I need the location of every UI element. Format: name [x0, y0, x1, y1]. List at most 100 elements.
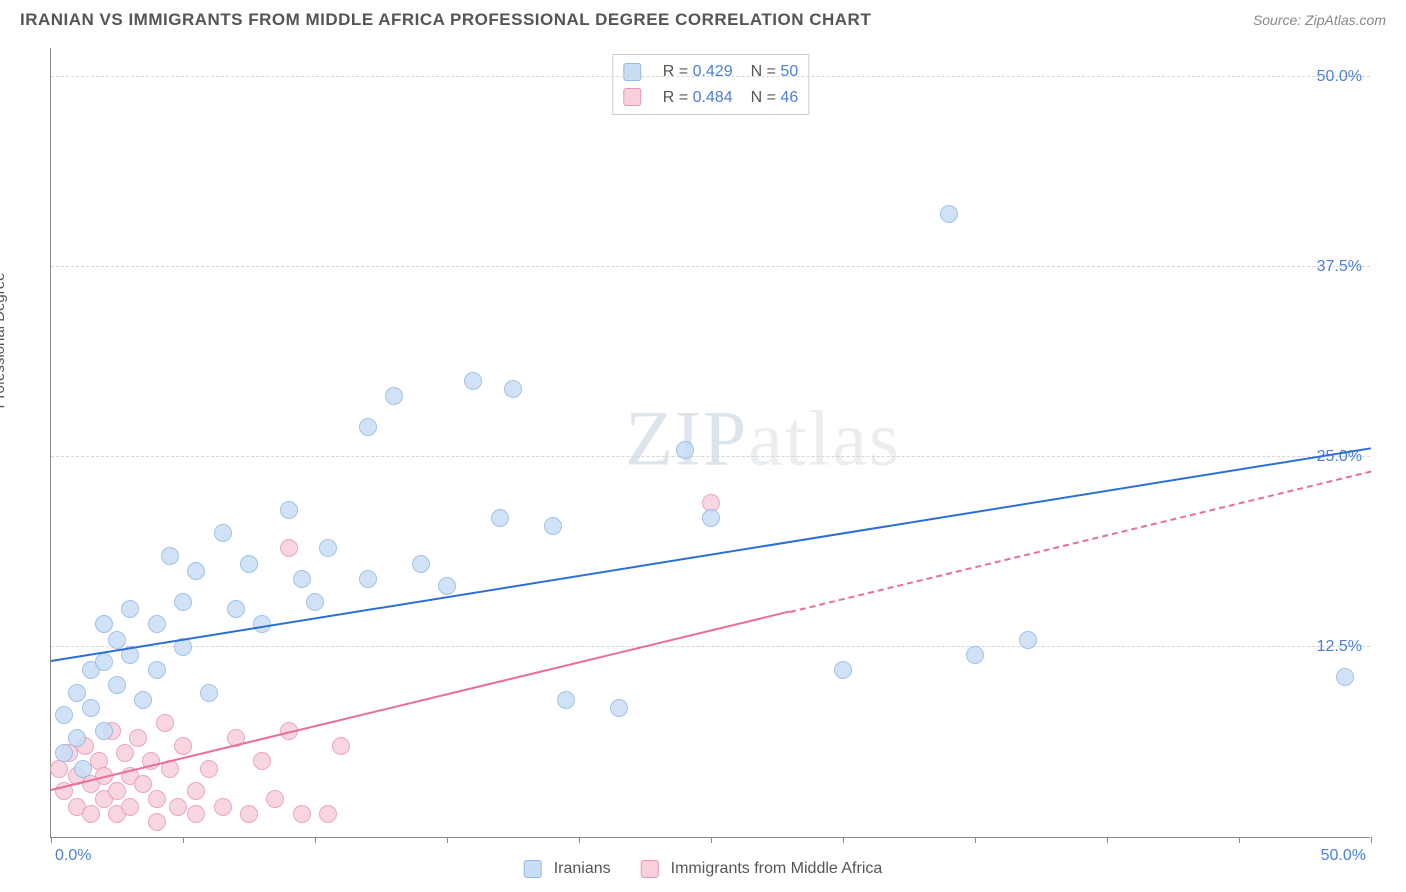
data-point [68, 684, 86, 702]
data-point [121, 798, 139, 816]
swatch-series-a [623, 63, 641, 81]
data-point [95, 653, 113, 671]
y-tick-label: 12.5% [1317, 638, 1362, 656]
data-point [280, 539, 298, 557]
data-point [253, 752, 271, 770]
data-point [68, 729, 86, 747]
data-point [240, 805, 258, 823]
data-point [129, 729, 147, 747]
x-tick [579, 837, 580, 843]
data-point [227, 600, 245, 618]
x-tick [1371, 837, 1372, 843]
data-point [438, 577, 456, 595]
data-point [134, 691, 152, 709]
data-point [280, 501, 298, 519]
data-point [108, 631, 126, 649]
scatter-plot: ZIPatlas R = 0.429 N = 50 R = 0.484 N = … [50, 48, 1370, 838]
title-bar: IRANIAN VS IMMIGRANTS FROM MIDDLE AFRICA… [20, 10, 1386, 30]
data-point [610, 699, 628, 717]
gridline [51, 76, 1370, 77]
data-point [55, 706, 73, 724]
data-point [174, 593, 192, 611]
data-point [1019, 631, 1037, 649]
legend-label-b: Immigrants from Middle Africa [671, 860, 883, 878]
data-point [148, 661, 166, 679]
x-tick [843, 837, 844, 843]
data-point [82, 699, 100, 717]
gridline [51, 456, 1370, 457]
x-axis-min-label: 0.0% [55, 847, 91, 865]
x-tick [183, 837, 184, 843]
x-tick [1239, 837, 1240, 843]
data-point [464, 372, 482, 390]
data-point [95, 615, 113, 633]
data-point [332, 737, 350, 755]
data-point [359, 418, 377, 436]
data-point [200, 684, 218, 702]
correlation-legend: R = 0.429 N = 50 R = 0.484 N = 46 [612, 54, 809, 115]
x-tick [711, 837, 712, 843]
data-point [148, 790, 166, 808]
data-point [116, 744, 134, 762]
data-point [491, 509, 509, 527]
legend-item-a: Iranians [524, 860, 611, 878]
data-point [504, 380, 522, 398]
data-point [214, 798, 232, 816]
swatch-series-a-icon [524, 860, 542, 878]
gridline [51, 266, 1370, 267]
legend-item-b: Immigrants from Middle Africa [641, 860, 883, 878]
data-point [74, 760, 92, 778]
data-point [148, 615, 166, 633]
data-point [82, 805, 100, 823]
gridline [51, 646, 1370, 647]
x-tick [447, 837, 448, 843]
data-point [940, 205, 958, 223]
data-point [55, 744, 73, 762]
data-point [702, 509, 720, 527]
data-point [148, 813, 166, 831]
data-point [187, 782, 205, 800]
data-point [214, 524, 232, 542]
data-point [200, 760, 218, 778]
trend-line [790, 470, 1371, 612]
x-tick [51, 837, 52, 843]
source-label: Source: ZipAtlas.com [1253, 12, 1386, 28]
legend-row-a: R = 0.429 N = 50 [623, 59, 798, 85]
swatch-series-b-icon [641, 860, 659, 878]
data-point [319, 805, 337, 823]
legend-label-a: Iranians [554, 860, 611, 878]
x-axis-max-label: 50.0% [1321, 847, 1366, 865]
watermark: ZIPatlas [625, 393, 901, 483]
data-point [108, 676, 126, 694]
x-tick [315, 837, 316, 843]
data-point [385, 387, 403, 405]
data-point [834, 661, 852, 679]
data-point [169, 798, 187, 816]
data-point [676, 441, 694, 459]
data-point [306, 593, 324, 611]
x-tick [1107, 837, 1108, 843]
data-point [161, 547, 179, 565]
data-point [108, 782, 126, 800]
data-point [121, 600, 139, 618]
data-point [156, 714, 174, 732]
data-point [966, 646, 984, 664]
data-point [1336, 668, 1354, 686]
data-point [319, 539, 337, 557]
chart-title: IRANIAN VS IMMIGRANTS FROM MIDDLE AFRICA… [20, 10, 871, 30]
legend-row-b: R = 0.484 N = 46 [623, 85, 798, 111]
y-tick-label: 50.0% [1317, 68, 1362, 86]
data-point [266, 790, 284, 808]
data-point [187, 805, 205, 823]
data-point [544, 517, 562, 535]
data-point [293, 570, 311, 588]
data-point [187, 562, 205, 580]
data-point [293, 805, 311, 823]
data-point [240, 555, 258, 573]
data-point [412, 555, 430, 573]
data-point [134, 775, 152, 793]
swatch-series-b [623, 88, 641, 106]
y-tick-label: 37.5% [1317, 258, 1362, 276]
x-tick [975, 837, 976, 843]
data-point [174, 737, 192, 755]
